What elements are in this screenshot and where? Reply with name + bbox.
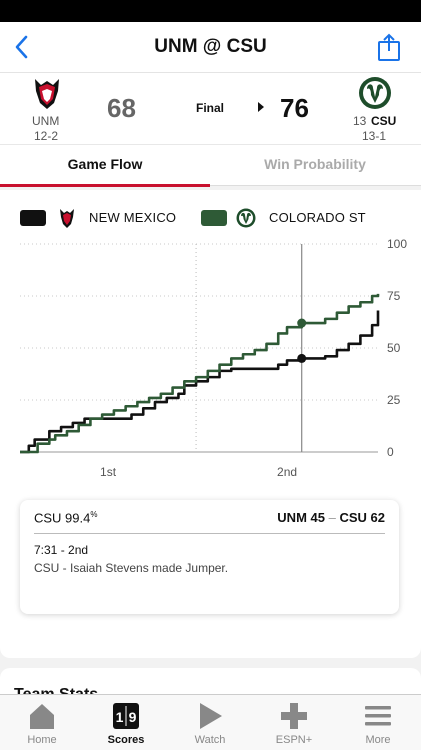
colorado-state-rams-logo-icon <box>236 208 256 228</box>
win-probability-readout: CSU 99.4% <box>34 510 98 525</box>
x-tick-label: 2nd <box>277 465 297 479</box>
cursor-marker-colorado-st <box>297 318 307 328</box>
tab-win-probability[interactable]: Win Probability <box>264 156 366 172</box>
legend-swatch-colorado-st <box>201 210 227 226</box>
back-chevron-icon[interactable] <box>8 32 38 62</box>
percent-sign: % <box>90 510 98 519</box>
series-line-new-mexico <box>20 310 380 454</box>
scoreboard: UNM 12-2 68 Final 76 13 CSU 13-1 <box>0 72 421 144</box>
scores-icon: 1 9 <box>113 703 139 729</box>
series-line-colorado-st <box>20 293 380 454</box>
divider <box>34 533 385 534</box>
new-mexico-lobos-logo-icon <box>60 209 74 228</box>
score-left: UNM 45 <box>277 510 325 525</box>
legend-label-colorado-st: COLORADO ST <box>269 210 366 225</box>
home-team-score: 68 <box>107 93 136 123</box>
tab-espn-plus[interactable]: ESPN+ <box>252 695 336 750</box>
game-flow-chart[interactable]: 0 25 50 75 100 1st 2nd <box>0 238 421 488</box>
score-at-play: UNM 45 – CSU 62 <box>277 510 385 525</box>
svg-text:9: 9 <box>129 709 137 725</box>
tab-watch[interactable]: Watch <box>168 695 252 750</box>
play-description: CSU - Isaiah Stevens made Jumper. <box>34 561 229 575</box>
x-tick-label: 1st <box>100 465 117 479</box>
home-team-abbr: UNM <box>32 114 60 128</box>
tab-game-flow[interactable]: Game Flow <box>0 145 210 187</box>
menu-icon <box>365 706 391 726</box>
navigation-bar: UNM @ CSU <box>0 22 421 72</box>
home-team-record: 12-2 <box>34 129 59 143</box>
share-icon[interactable] <box>377 32 401 62</box>
cursor-marker-new-mexico <box>297 353 307 363</box>
away-team-score: 76 <box>280 93 309 123</box>
new-mexico-lobos-logo-icon[interactable] <box>30 75 64 111</box>
colorado-state-rams-logo-icon[interactable] <box>358 75 392 111</box>
tab-label: More <box>365 734 391 746</box>
score-right: CSU 62 <box>339 510 385 525</box>
y-tick-label: 50 <box>387 341 401 355</box>
game-status: Final <box>196 101 225 115</box>
game-flow-card: NEW MEXICO COLORADO ST 0 25 50 75 100 1st 2nd … <box>0 190 421 658</box>
tab-label: Scores <box>107 734 145 746</box>
play-icon <box>200 703 222 729</box>
tab-label: Home <box>27 734 57 746</box>
winner-arrow-icon <box>258 102 264 112</box>
play-detail-card: CSU 99.4% UNM 45 – CSU 62 7:31 - 2nd CSU… <box>20 500 399 614</box>
y-tick-label: 100 <box>387 238 407 251</box>
view-tabs: Game Flow Win Probability <box>0 144 421 187</box>
plus-icon <box>281 703 307 729</box>
away-team-record: 13-1 <box>362 129 387 143</box>
score-separator: – <box>328 510 336 525</box>
play-time: 7:31 - 2nd <box>34 543 89 557</box>
away-team-rank: 13 <box>353 114 367 128</box>
legend-swatch-new-mexico <box>20 210 46 226</box>
win-probability-value: CSU 99.4 <box>34 510 91 526</box>
y-tick-label: 25 <box>387 393 401 407</box>
away-team-abbr: CSU <box>371 114 397 128</box>
home-icon <box>30 704 54 729</box>
legend-label-new-mexico: NEW MEXICO <box>89 210 177 225</box>
y-tick-label: 0 <box>387 445 394 459</box>
page-title: UNM @ CSU <box>154 36 267 57</box>
tab-home[interactable]: Home <box>0 695 84 750</box>
tab-more[interactable]: More <box>336 695 420 750</box>
status-bar <box>0 0 421 22</box>
bottom-tab-bar: Home 1 9 Scores Watch ESPN+ More <box>0 694 421 750</box>
chart-legend: NEW MEXICO COLORADO ST <box>20 206 400 230</box>
tab-label: ESPN+ <box>275 734 313 746</box>
tab-scores[interactable]: 1 9 Scores <box>84 695 168 750</box>
tab-label: Watch <box>194 734 226 746</box>
svg-text:1: 1 <box>116 709 124 725</box>
y-tick-label: 75 <box>387 289 401 303</box>
